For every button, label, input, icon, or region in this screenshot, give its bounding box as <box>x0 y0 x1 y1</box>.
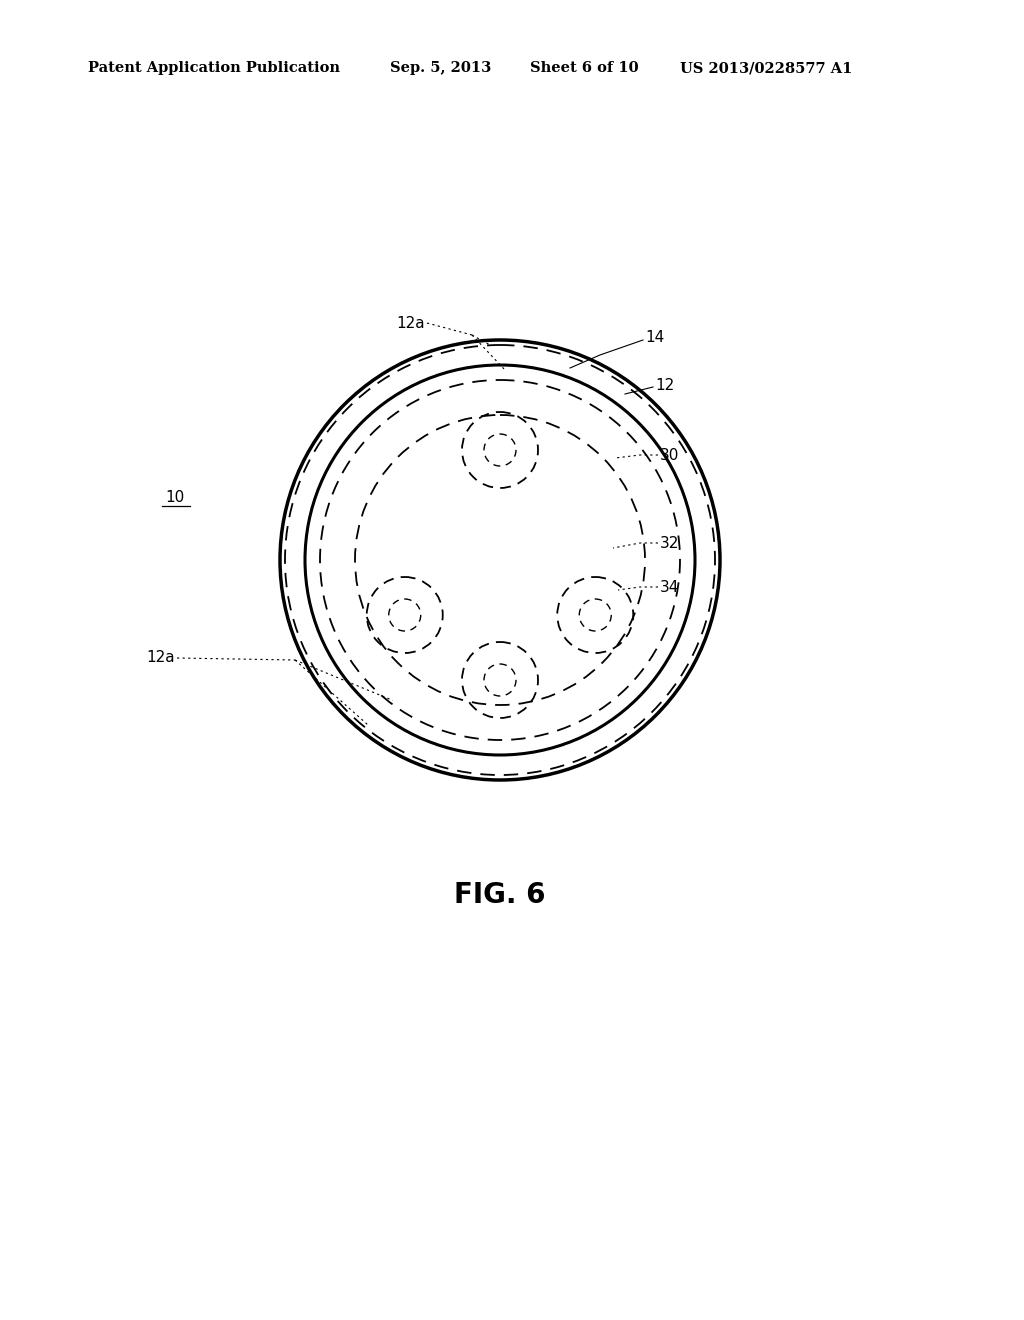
Text: 30: 30 <box>660 447 679 462</box>
Text: Sheet 6 of 10: Sheet 6 of 10 <box>530 61 639 75</box>
Text: 12a: 12a <box>396 315 425 330</box>
Text: US 2013/0228577 A1: US 2013/0228577 A1 <box>680 61 852 75</box>
Text: FIG. 6: FIG. 6 <box>455 880 546 909</box>
Text: 12: 12 <box>655 378 674 392</box>
Text: 14: 14 <box>645 330 665 346</box>
Text: 34: 34 <box>660 579 679 594</box>
Text: Sep. 5, 2013: Sep. 5, 2013 <box>390 61 492 75</box>
Text: 12a: 12a <box>146 651 175 665</box>
Text: 32: 32 <box>660 536 679 550</box>
Text: Patent Application Publication: Patent Application Publication <box>88 61 340 75</box>
Text: 10: 10 <box>165 491 184 506</box>
